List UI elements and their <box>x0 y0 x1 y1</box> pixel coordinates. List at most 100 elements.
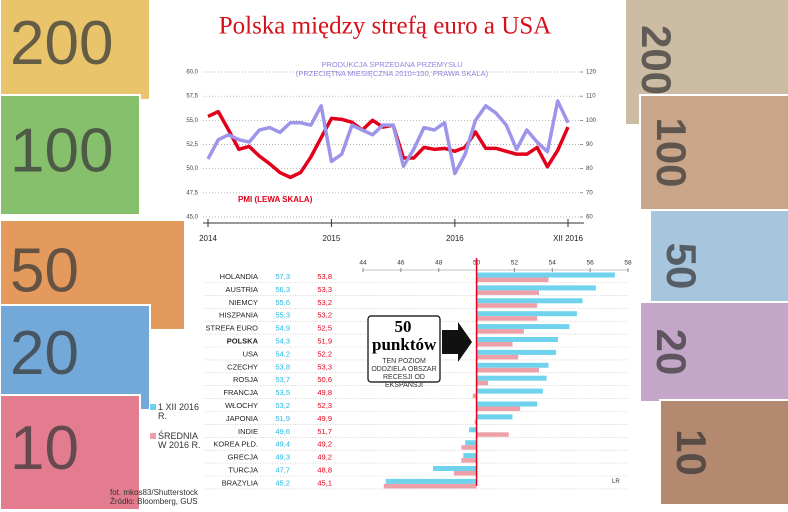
bar <box>465 440 477 446</box>
banknote-value: 200 <box>10 9 113 78</box>
title: Polska między strefą euro a USA <box>219 13 552 40</box>
bar <box>472 393 477 399</box>
bar <box>476 406 521 411</box>
callout-arrow <box>442 322 472 362</box>
bar <box>476 349 557 355</box>
value-label: 53,3 <box>317 285 332 294</box>
value-label: 51,9 <box>317 336 332 345</box>
category-label: POLSKA <box>227 336 259 345</box>
value-label: 49,2 <box>317 453 332 462</box>
callout-box <box>367 315 441 383</box>
value-label: 53,7 <box>275 375 290 384</box>
bar <box>476 367 540 373</box>
x-tick-label: 58 <box>624 260 632 267</box>
bar <box>474 419 477 424</box>
bar <box>461 458 477 463</box>
bar <box>476 324 570 330</box>
bar <box>476 362 549 368</box>
bar <box>476 375 547 381</box>
value-label: 51,9 <box>275 414 290 423</box>
category-label: CZECHY <box>227 362 258 371</box>
value-label: 54,3 <box>275 336 290 345</box>
bar <box>476 414 513 420</box>
value-label: 51,7 <box>317 427 332 436</box>
value-label: 53,3 <box>317 362 332 371</box>
banknote-value: 100 <box>10 116 113 185</box>
y2-tick-label: 110 <box>586 94 596 100</box>
value-label: 52,5 <box>317 324 332 333</box>
category-label: STREFA EURO <box>205 324 258 333</box>
banknote <box>0 0 151 101</box>
category-label: HISZPANIA <box>219 311 258 320</box>
bar <box>476 337 558 342</box>
legend-label: 1 XII 2016 R. <box>158 402 200 421</box>
annotation: (PRZECIĘTNA MIESIĘCZNA 2010=100, PRAWA S… <box>296 69 489 78</box>
category-label: NIEMCY <box>229 298 258 307</box>
bar <box>469 427 477 433</box>
value-label: 49,8 <box>317 388 332 397</box>
callout-text: TEN POZIOM ODDZIELA OBSZAR RECESJI OD EK… <box>371 358 437 389</box>
value-label: 49,4 <box>275 440 290 449</box>
x-tick-label: 44 <box>359 260 367 267</box>
banknote-value: 20 <box>10 319 79 388</box>
y2-tick-label: 120 <box>586 70 597 76</box>
banknote <box>0 394 141 511</box>
bar <box>383 483 477 489</box>
bar <box>476 401 538 407</box>
y2-tick-label: 80 <box>586 166 593 172</box>
category-label: WŁOCHY <box>225 401 258 410</box>
value-label: 50,6 <box>317 375 332 384</box>
bar <box>453 471 477 476</box>
value-label: 54,2 <box>275 349 290 358</box>
callout: 50 punktów <box>372 317 437 354</box>
bar <box>476 272 615 278</box>
banknote-value: 10 <box>10 414 79 483</box>
bar <box>476 342 513 347</box>
value-label: 49,6 <box>275 427 290 436</box>
x-tick-label: 2015 <box>323 234 341 243</box>
bar <box>476 380 488 386</box>
bar <box>476 290 540 295</box>
x-tick-label: 2014 <box>199 234 217 243</box>
value-label: 53,2 <box>275 401 290 410</box>
y-tick-label: 52,5 <box>186 142 198 148</box>
y2-tick-label: 100 <box>586 118 597 124</box>
bar <box>476 277 549 282</box>
category-label: JAPONIA <box>226 414 258 423</box>
bar <box>476 329 524 334</box>
x-tick-label: 2016 <box>446 234 464 243</box>
value-label: 53,2 <box>317 298 332 307</box>
credit: fot. mkos83/Shutterstock <box>110 488 199 497</box>
value-label: 49,9 <box>317 414 332 423</box>
banknote <box>0 94 141 216</box>
bar <box>476 298 583 304</box>
y2-tick-label: 70 <box>586 190 593 196</box>
y-tick-label: 60,0 <box>186 70 198 76</box>
banknote-value: 20 <box>648 329 695 376</box>
y-tick-label: 57,5 <box>186 94 198 100</box>
value-label: 49,3 <box>275 453 290 462</box>
x-tick-label: 48 <box>435 260 443 267</box>
banknote <box>0 304 151 411</box>
value-label: 52,3 <box>317 401 332 410</box>
value-label: 45,2 <box>275 478 290 487</box>
value-label: 56,3 <box>275 285 290 294</box>
legend-swatch <box>150 404 156 410</box>
value-label: 48,8 <box>317 465 332 474</box>
value-label: 55,3 <box>275 311 290 320</box>
y2-tick-label: 60 <box>586 215 593 221</box>
category-label: INDIE <box>238 427 258 436</box>
category-label: ROSJA <box>233 375 258 384</box>
banknote-value: 50 <box>10 236 79 305</box>
x-tick-label: 52 <box>511 260 519 267</box>
signature: LR <box>612 479 620 485</box>
x-tick-label: 54 <box>549 260 557 267</box>
legend-swatch <box>150 433 156 439</box>
annotation: PRODUKCJA SPRZEDANA PRZEMYSŁU <box>321 60 462 69</box>
value-label: 53,5 <box>275 388 290 397</box>
value-label: 47,7 <box>275 465 290 474</box>
bar <box>433 466 477 471</box>
value-label: 57,3 <box>275 272 290 281</box>
